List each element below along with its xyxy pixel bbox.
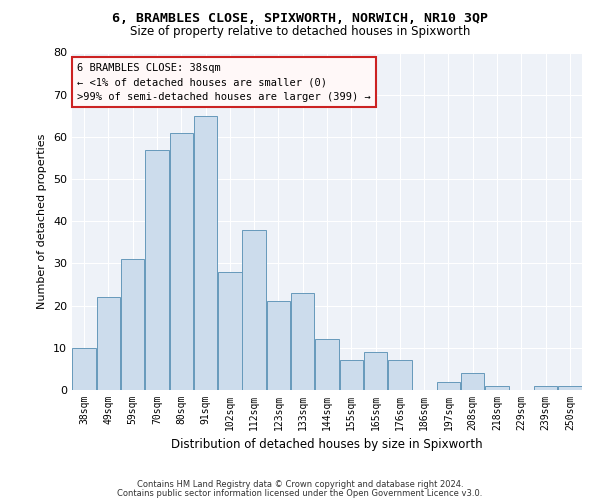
Bar (145, 150, 169, 390)
Bar (340, 360, 363, 390)
Bar (121, 259, 145, 390)
Bar (315, 340, 339, 390)
Text: 6 BRAMBLES CLOSE: 38sqm
← <1% of detached houses are smaller (0)
>99% of semi-de: 6 BRAMBLES CLOSE: 38sqm ← <1% of detache… (77, 62, 371, 102)
Bar (73, 348, 96, 390)
Bar (485, 386, 509, 390)
Bar (218, 272, 242, 390)
Bar (242, 230, 266, 390)
Text: Contains HM Land Registry data © Crown copyright and database right 2024.: Contains HM Land Registry data © Crown c… (137, 480, 463, 489)
Bar (170, 132, 193, 390)
Bar (266, 302, 290, 390)
Y-axis label: Number of detached properties: Number of detached properties (37, 134, 47, 309)
Text: 6, BRAMBLES CLOSE, SPIXWORTH, NORWICH, NR10 3QP: 6, BRAMBLES CLOSE, SPIXWORTH, NORWICH, N… (112, 12, 488, 26)
Bar (291, 293, 314, 390)
Bar (534, 386, 557, 390)
Bar (437, 382, 460, 390)
Bar (194, 116, 217, 390)
Bar (558, 386, 581, 390)
Bar (461, 373, 484, 390)
Bar (97, 297, 120, 390)
Bar (388, 360, 412, 390)
Bar (364, 352, 388, 390)
Text: Size of property relative to detached houses in Spixworth: Size of property relative to detached ho… (130, 25, 470, 38)
Text: Contains public sector information licensed under the Open Government Licence v3: Contains public sector information licen… (118, 489, 482, 498)
X-axis label: Distribution of detached houses by size in Spixworth: Distribution of detached houses by size … (171, 438, 483, 452)
